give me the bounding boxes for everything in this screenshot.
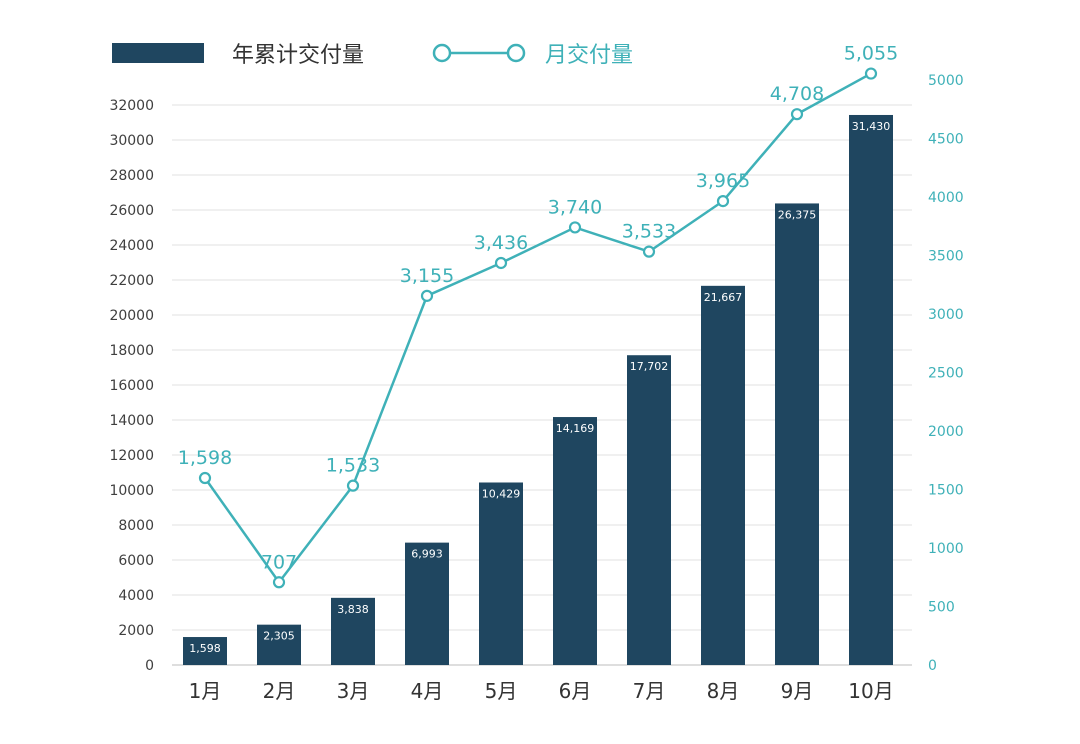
right-tick-label: 1000 [928, 541, 964, 557]
bar [775, 203, 819, 665]
left-tick-label: 16000 [109, 378, 154, 394]
legend-line-marker-left [432, 43, 452, 63]
legend-bar-swatch [112, 43, 204, 63]
legend-line-marker-right [506, 43, 526, 63]
bar-value-label: 1,598 [189, 642, 221, 655]
line-point [494, 256, 508, 270]
line-series: 1,598 707 1,533 3,155 3,436 3,740 3,533 3,965 4,… [178, 43, 898, 589]
line-value-label: 4,708 [770, 83, 824, 105]
left-tick-label: 6000 [118, 553, 154, 569]
line-point [716, 194, 730, 208]
bar-value-label: 21,667 [704, 291, 743, 304]
x-tick-label: 5月 [485, 679, 518, 703]
right-tick-label: 3500 [928, 249, 964, 265]
x-axis-labels: 1月 2月 3月 4月 5月 6月 7月 8月 9月 10月 [189, 679, 894, 703]
left-tick-label: 22000 [109, 273, 154, 289]
left-tick-label: 12000 [109, 448, 154, 464]
line-point [198, 471, 212, 485]
bar [405, 542, 449, 665]
x-tick-label: 4月 [411, 679, 444, 703]
left-tick-label: 32000 [109, 98, 154, 114]
x-tick-label: 1月 [189, 679, 222, 703]
left-tick-label: 0 [145, 658, 154, 674]
bar-value-label: 17,702 [630, 360, 669, 373]
line-point [272, 576, 286, 589]
bar-value-label: 6,993 [411, 548, 443, 561]
right-axis-ticks: 0 500 1000 1500 2000 2500 3000 3500 4000 4500 5000 [928, 73, 964, 674]
line-point [790, 108, 804, 121]
bar-value-label: 31,430 [852, 120, 891, 133]
x-tick-label: 6月 [559, 679, 592, 703]
left-tick-label: 20000 [109, 308, 154, 324]
legend-line-label: 月交付量 [545, 43, 633, 68]
line-point [864, 67, 878, 80]
line-point [346, 479, 360, 492]
bar-value-label: 26,375 [778, 208, 817, 221]
bar [479, 482, 523, 665]
right-tick-label: 2500 [928, 366, 964, 382]
right-tick-label: 1500 [928, 483, 964, 499]
bar [701, 285, 745, 665]
left-tick-label: 14000 [109, 413, 154, 429]
x-tick-label: 2月 [263, 679, 296, 703]
x-tick-label: 10月 [848, 679, 893, 703]
bar [331, 597, 375, 665]
x-tick-label: 7月 [633, 679, 666, 703]
bar [257, 624, 301, 665]
bar-series: 1,598 2,305 3,838 6,993 10,429 14,169 17,702 21… [183, 114, 893, 666]
line-value-label: 3,533 [622, 221, 676, 243]
right-tick-label: 3000 [928, 307, 964, 323]
left-tick-label: 30000 [109, 133, 154, 149]
right-tick-label: 4500 [928, 132, 964, 148]
line-value-label: 1,533 [326, 455, 380, 477]
line-value-label: 3,155 [400, 265, 454, 287]
left-tick-label: 8000 [118, 518, 154, 534]
left-tick-label: 28000 [109, 168, 154, 184]
bar [553, 417, 597, 665]
line-point [642, 245, 656, 258]
bar [849, 114, 893, 666]
legend-bar-label: 年累计交付量 [232, 43, 364, 68]
right-tick-label: 500 [928, 600, 955, 616]
left-tick-label: 4000 [118, 588, 154, 604]
left-tick-label: 18000 [109, 343, 154, 359]
x-tick-label: 9月 [781, 679, 814, 703]
left-tick-label: 10000 [109, 483, 154, 499]
legend: 年累计交付量 月交付量 [112, 43, 633, 68]
right-tick-label: 0 [928, 658, 937, 674]
line-point [568, 221, 582, 234]
right-tick-label: 4000 [928, 190, 964, 206]
bar [183, 637, 227, 665]
left-axis-ticks: 0 2000 4000 6000 8000 10000 12000 14000 16000 180… [109, 98, 154, 674]
line-value-label: 3,965 [696, 170, 750, 192]
bar-value-label: 14,169 [556, 422, 595, 435]
left-tick-label: 26000 [109, 203, 154, 219]
line-value-label: 3,436 [474, 232, 528, 254]
left-tick-label: 2000 [118, 623, 154, 639]
line-value-label: 3,740 [548, 196, 602, 218]
bar-value-label: 10,429 [482, 487, 521, 500]
line-path [203, 72, 872, 585]
bar-value-label: 2,305 [263, 630, 295, 643]
line-value-label: 5,055 [844, 43, 898, 65]
bar [627, 355, 671, 665]
bar-value-label: 3,838 [337, 603, 369, 616]
left-tick-label: 24000 [109, 238, 154, 254]
right-tick-label: 2000 [928, 424, 964, 440]
line-value-label: 707 [261, 551, 297, 573]
x-tick-label: 3月 [337, 679, 370, 703]
line-point [420, 289, 434, 302]
right-tick-label: 5000 [928, 73, 964, 89]
x-tick-label: 8月 [707, 679, 740, 703]
line-value-label: 1,598 [178, 447, 232, 469]
